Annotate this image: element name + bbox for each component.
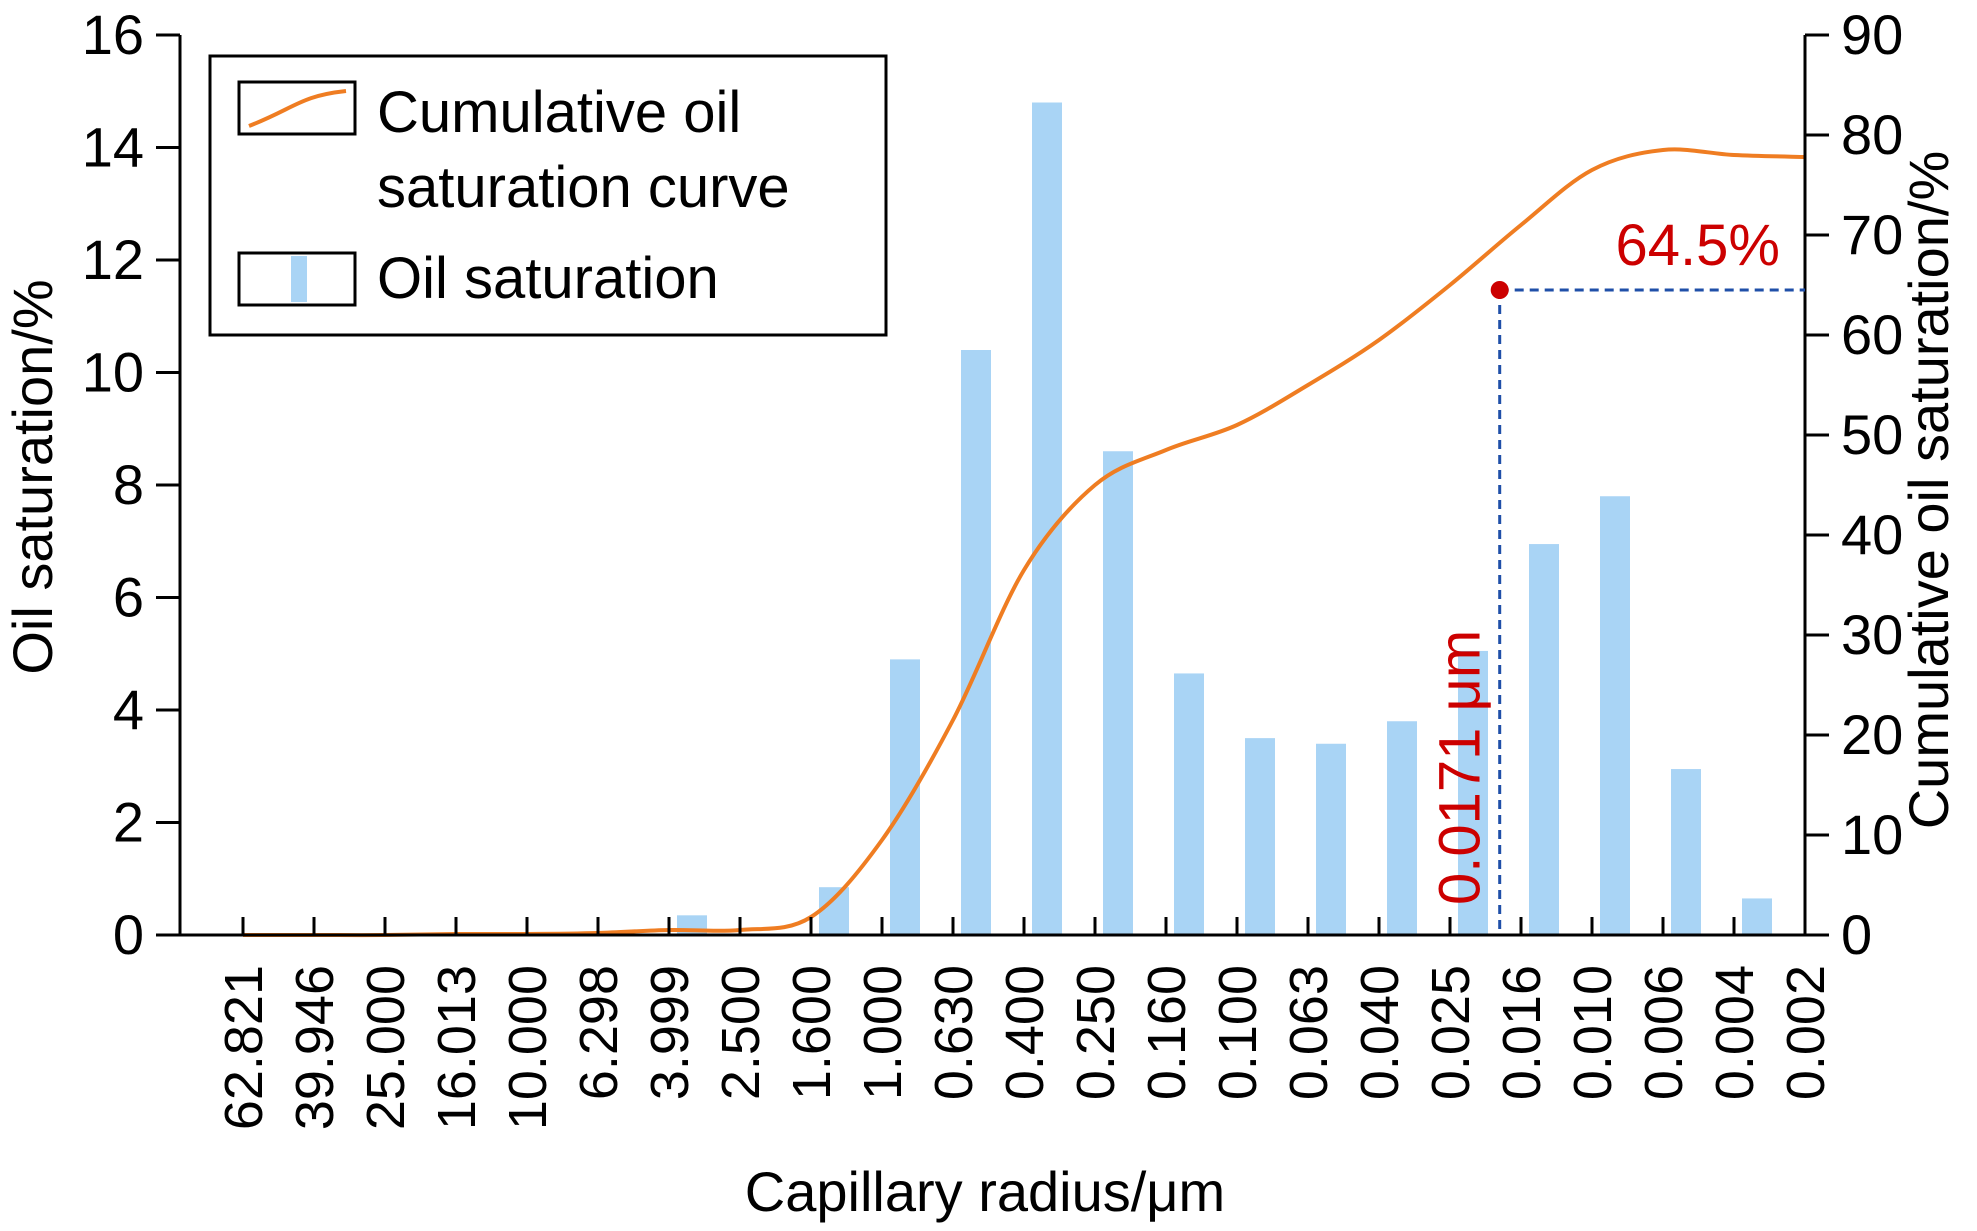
legend-line-swatch-box: [237, 80, 357, 136]
y-tick-label: 16: [82, 3, 144, 66]
legend-label-cumulative-line1: Cumulative oil: [377, 80, 741, 145]
bars-layer: [677, 102, 1772, 935]
x-tick-label: 0.025: [1421, 965, 1481, 1100]
y2-tick-label: 10: [1841, 803, 1903, 866]
x-tick-label: 0.250: [1066, 965, 1126, 1100]
annot-layer: 64.5% 0.0171 μm: [1428, 213, 1805, 935]
x-tick-label: 0.002: [1776, 965, 1836, 1100]
x-tick-label: 0.006: [1634, 965, 1694, 1100]
bar-0.004: [1742, 898, 1772, 935]
x-tick-label: 0.630: [924, 965, 984, 1100]
bar-0.010: [1600, 496, 1630, 935]
legend-bar-swatch: [291, 256, 307, 302]
legend-label-cumulative-line2: saturation curve: [377, 155, 790, 220]
x-tick-label: 0.040: [1350, 965, 1410, 1100]
x-tick-label: 0.100: [1208, 965, 1268, 1100]
y2-tick-label: 20: [1841, 703, 1903, 766]
bar-0.630: [961, 350, 991, 935]
x-tick-label: 39.946: [285, 965, 345, 1130]
bar-0.400: [1032, 102, 1062, 935]
bar-1.600: [819, 887, 849, 935]
y-tick-label: 14: [82, 116, 144, 179]
x-tick-label: 0.010: [1563, 965, 1623, 1100]
y2-tick-label: 0: [1841, 903, 1872, 966]
bar-0.250: [1103, 451, 1133, 935]
y2-axis-title: Cumulative oil saturation/%: [1897, 151, 1960, 830]
y2-tick-label: 30: [1841, 603, 1903, 666]
y-annotation-label: 64.5%: [1616, 213, 1780, 278]
y-tick-label: 2: [113, 791, 144, 854]
x-tick-label: 25.000: [356, 965, 416, 1130]
y-axis-title: Oil saturation/%: [1, 279, 64, 674]
y-tick-label: 12: [82, 228, 144, 291]
y-tick-label: 6: [113, 566, 144, 629]
bar-0.100: [1245, 738, 1275, 935]
bar-1.000: [890, 659, 920, 935]
x-tick-label: 10.000: [498, 965, 558, 1130]
axes-layer: 0 2 4 6 8 10 12 14 16 0 10 20 30 40 50 60 70 80 90 62.821 39…: [82, 3, 1904, 1130]
x-tick-label: 0.063: [1279, 965, 1339, 1100]
legend: Cumulative oil saturation curve Oil satura…: [208, 54, 888, 337]
bar-0.006: [1671, 769, 1701, 935]
bar-0.160: [1174, 673, 1204, 935]
highlight-point: [1490, 281, 1509, 299]
legend-label-oil-saturation: Oil saturation: [377, 246, 719, 311]
x-tick-label: 0.400: [995, 965, 1055, 1100]
legend-box: [208, 54, 888, 337]
x-tick-label: 0.160: [1137, 965, 1197, 1100]
x-annotation-label: 0.0171 μm: [1428, 630, 1493, 905]
y2-tick-label: 90: [1841, 3, 1903, 66]
bar-0.016: [1529, 544, 1559, 935]
y2-tick-label: 70: [1841, 203, 1903, 266]
y-tick-label: 8: [113, 453, 144, 516]
x-tick-label: 6.298: [569, 965, 629, 1100]
y2-tick-label: 60: [1841, 303, 1903, 366]
x-tick-label: 3.999: [640, 965, 700, 1100]
x-axis-title: Capillary radius/μm: [745, 1160, 1225, 1223]
x-tick-label: 0.004: [1705, 965, 1765, 1100]
bar-0.025: [1458, 650, 1488, 935]
y2-tick-label: 50: [1841, 403, 1903, 466]
bar-0.040: [1387, 721, 1417, 935]
x-tick-label: 1.600: [782, 965, 842, 1100]
y-tick-label: 10: [82, 341, 144, 404]
x-tick-label: 16.013: [427, 965, 487, 1130]
x-tick-label: 2.500: [711, 965, 771, 1100]
x-tick-label: 0.016: [1492, 965, 1552, 1100]
x-tick-label: 1.000: [853, 965, 913, 1100]
y2-tick-label: 80: [1841, 103, 1903, 166]
y-tick-label: 4: [113, 678, 144, 741]
x-tick-label: 62.821: [214, 965, 274, 1130]
y2-tick-label: 40: [1841, 503, 1903, 566]
bar-0.063: [1316, 743, 1346, 935]
legend-bar-swatch-box: [237, 251, 357, 307]
y-tick-label: 0: [113, 903, 144, 966]
legend-line-swatch: [248, 89, 347, 128]
